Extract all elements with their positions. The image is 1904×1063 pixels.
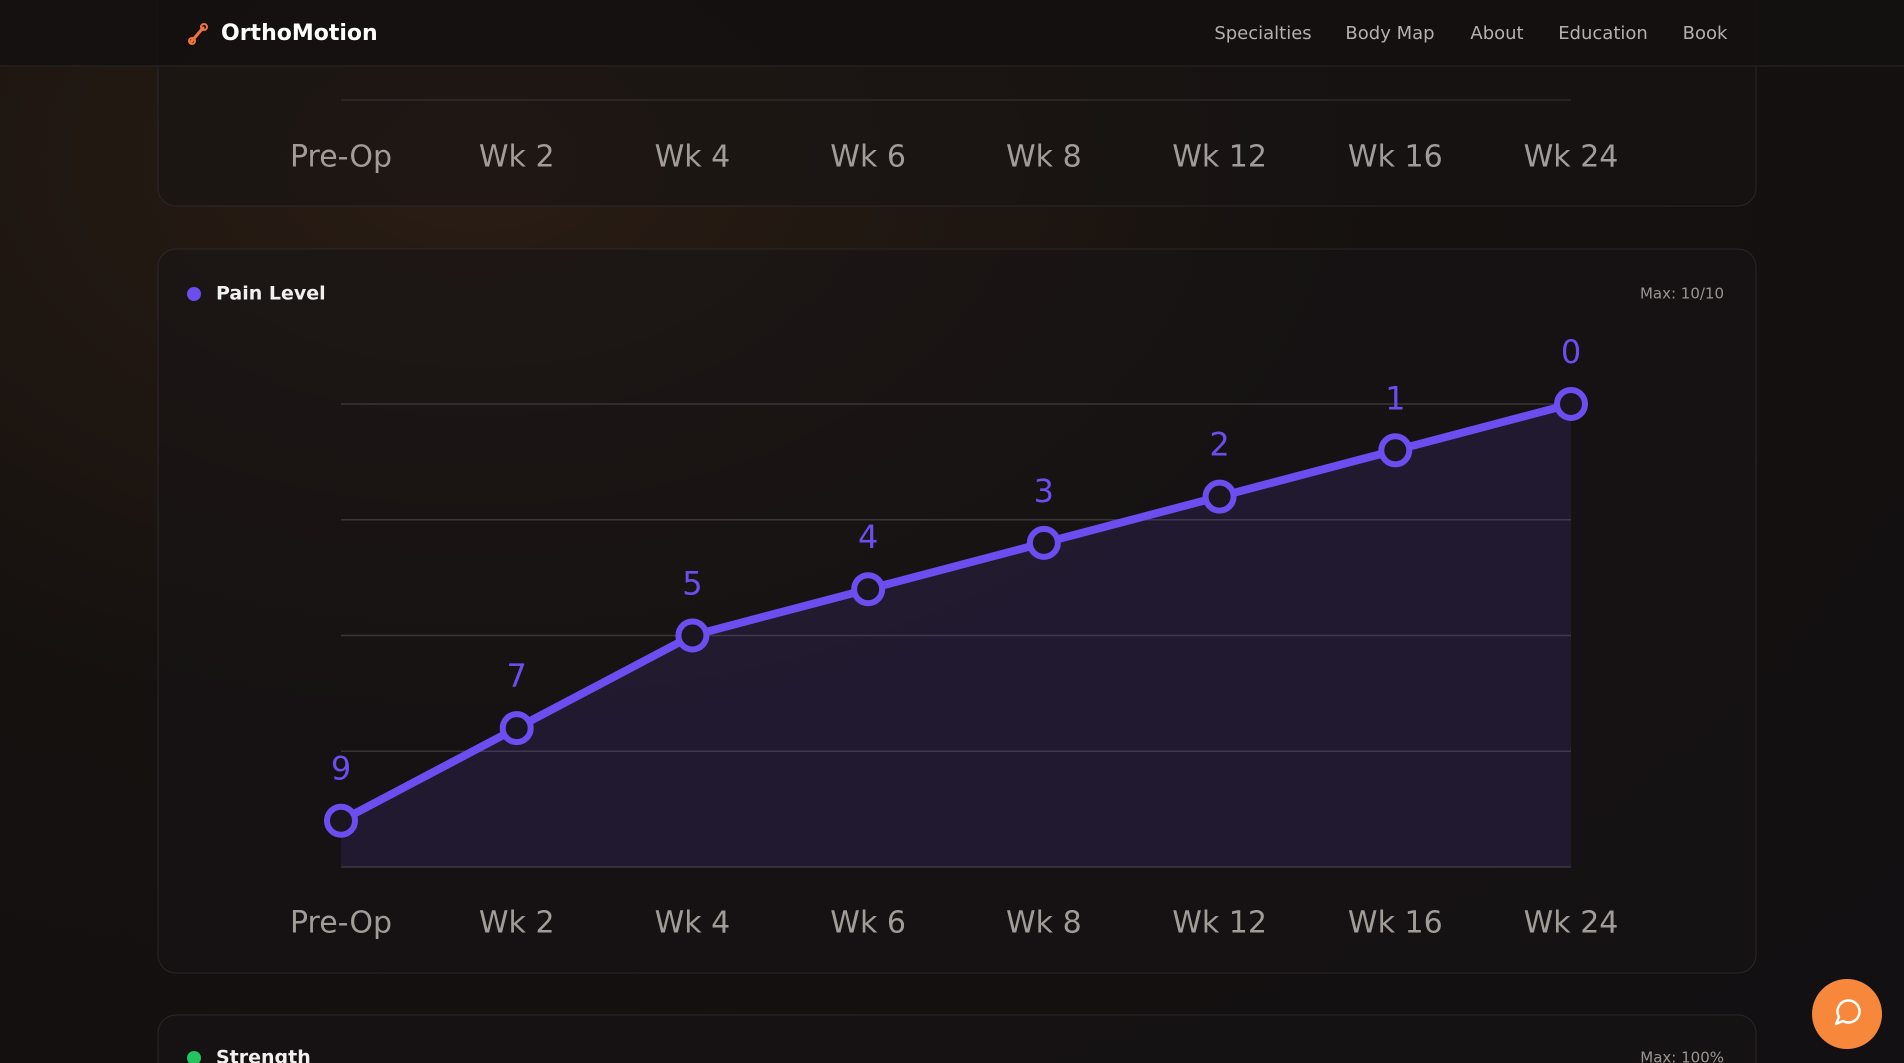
brand-icon [188,23,208,45]
card [157,248,1757,974]
nav-links: Specialties Body Map About Education Book [1214,23,1728,44]
card [157,1014,1757,1063]
x-tick-label: Wk 8 [1006,906,1082,941]
x-tick-label: Wk 4 [655,906,731,941]
x-tick-label: Wk 6 [830,140,906,175]
nav-bar [0,0,1904,66]
chat-button[interactable] [1812,979,1882,1049]
point [851,572,886,607]
value-label: 1 [1385,379,1405,417]
legend-dot [187,287,201,301]
x-tick-label: Pre-Op [290,140,392,175]
line [339,400,1573,825]
value-label: 5 [682,565,702,603]
value-label: 4 [858,518,878,556]
x-tick-label: Pre-Op [290,906,392,941]
value-label: 9 [331,750,351,788]
x-tick-label: Wk 4 [655,140,731,175]
x-tick-label: Wk 12 [1172,140,1267,175]
x-tick-label: Wk 24 [1524,906,1619,941]
point [1378,433,1413,468]
chart-title: Strength [216,1047,311,1063]
x-tick-label: Wk 12 [1172,906,1267,941]
value-label: 0 [1561,333,1581,371]
legend-dot [187,1051,201,1063]
nav-link[interactable]: Book [1683,23,1728,44]
chart-subtitle: Max: 100% [1640,1049,1724,1063]
value-label: 7 [507,657,527,695]
brand[interactable]: OrthoMotion [221,21,378,46]
area [341,404,1571,867]
x-tick-label: Wk 2 [479,906,555,941]
chat-icon [1834,999,1861,1026]
x-tick-label: Wk 2 [479,140,555,175]
charts: Pre-Op Wk 2 Wk 4 Wk 6 Wk 8 Wk 12 Wk 16 Wk 24Pai… [187,99,1724,1063]
nav-link[interactable]: Body Map [1345,23,1434,44]
nav-link[interactable]: Specialties [1214,23,1311,44]
value-label: 2 [1209,426,1229,464]
point [1026,525,1061,560]
x-tick-label: Wk 16 [1348,140,1443,175]
x-tick-label: Wk 6 [830,906,906,941]
chart-subtitle: Max: 10/10 [1640,285,1724,303]
point [1202,479,1237,514]
x-tick-label: Wk 8 [1006,140,1082,175]
nav-link[interactable]: Education [1558,23,1648,44]
chart-title: Pain Level [216,283,326,305]
nav-link[interactable]: About [1470,23,1523,44]
point [1554,387,1588,421]
point [675,618,710,653]
point [324,803,358,838]
x-tick-label: Wk 16 [1348,906,1443,941]
point [499,711,534,746]
value-label: 3 [1034,472,1054,510]
x-tick-label: Wk 24 [1524,140,1619,175]
